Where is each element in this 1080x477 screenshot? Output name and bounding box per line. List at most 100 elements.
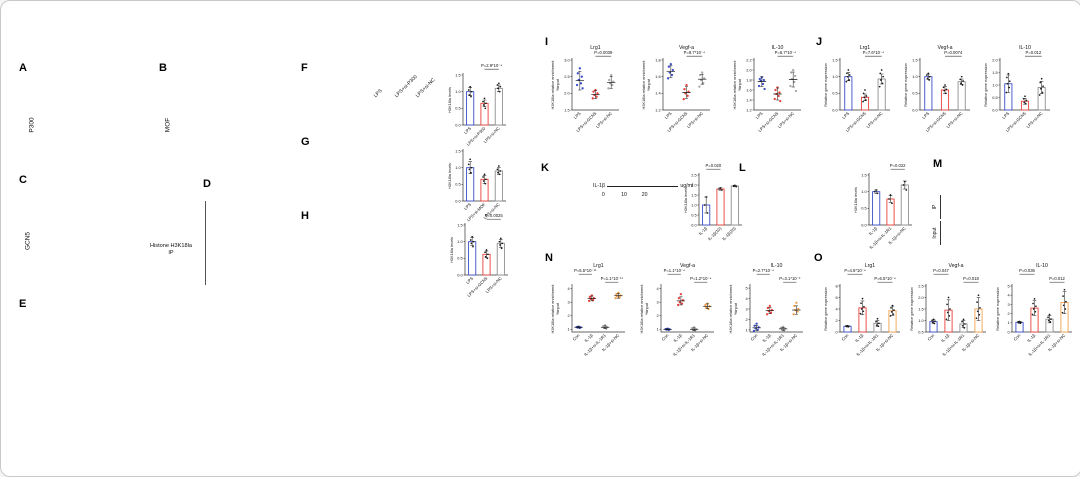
svg-text:1.5: 1.5	[861, 172, 866, 177]
svg-text:1: 1	[657, 327, 659, 332]
svg-text:1.6: 1.6	[746, 87, 751, 92]
svg-text:%input: %input	[644, 302, 649, 315]
panel-A-side-label: P300	[28, 117, 36, 133]
panel-I-chart-lrg1: 1.5 2.0 2.5 3.0 Lrg1 H3K18la relative enrichm…	[550, 41, 622, 159]
svg-text:H3K18la relative enrichment: H3K18la relative enrichment	[550, 284, 555, 334]
panel-A-label: A	[19, 62, 27, 74]
svg-text:1.0: 1.0	[691, 202, 697, 207]
svg-text:8: 8	[836, 283, 838, 288]
svg-text:0: 0	[836, 329, 839, 334]
svg-text:1: 1	[568, 327, 570, 332]
panel-K-label: K	[541, 162, 549, 174]
chart-svg-N2: 1 2 3 4 Vegf-a H3K18la relative enrichment %in…	[639, 263, 714, 357]
svg-text:P=1.1*10⁻¹¹: P=1.1*10⁻¹¹	[601, 276, 624, 281]
svg-text:2: 2	[836, 318, 838, 323]
panel-F-chart: 0.0 0.5 1.0 1.5 H3K18la levels P=2.9*10⁻⁴ LPS L…	[447, 59, 509, 171]
svg-text:0.0: 0.0	[457, 272, 463, 277]
svg-text:3: 3	[568, 300, 570, 305]
svg-text:LPS: LPS	[463, 126, 472, 135]
chart-svg-I2: 1.2 1.4 1.6 1.8 Vegf-a H3K18la relative enric…	[641, 45, 710, 133]
svg-text:1.5: 1.5	[912, 57, 917, 62]
panel-M-label: M	[933, 158, 943, 170]
svg-text:Lrg1: Lrg1	[590, 45, 600, 51]
svg-text:P=4.6*10⁻⁴: P=4.6*10⁻⁴	[844, 268, 866, 273]
svg-text:1.5: 1.5	[455, 72, 460, 77]
panel-I: I 1.5 2.0 2.5 3.0 Lrg1 H3K18la relative enric…	[541, 35, 816, 161]
svg-text:Vegf-a: Vegf-a	[680, 263, 695, 269]
svg-text:LPS: LPS	[465, 276, 474, 285]
svg-text:IL-1β: IL-1β	[854, 332, 865, 343]
svg-text:3: 3	[746, 306, 748, 311]
svg-text:Con: Con	[661, 332, 670, 341]
panel-G: G 0.0 0.5 1.0 1.5 H3K18la levels LPS LPS+si-MO…	[297, 135, 527, 225]
svg-text:5: 5	[1008, 283, 1010, 288]
panel-L: L 0.0 0.5 1.0 1.5 H3K18la levels P=0.022 IL-1β…	[737, 157, 937, 257]
svg-text:LPS: LPS	[664, 111, 673, 120]
svg-text:Relative gene expression: Relative gene expression	[909, 287, 914, 331]
panel-M-input-bracket	[940, 221, 941, 245]
panel-A: A P300	[15, 57, 155, 175]
svg-text:LPS: LPS	[755, 111, 764, 120]
chart-svg-J3: 0.0 0.5 1.0 1.5 2.0 IL-10 Relative gene expres…	[983, 45, 1050, 133]
chart-svg-I1: 1.5 2.0 2.5 3.0 Lrg1 H3K18la relative enrichm…	[550, 45, 619, 133]
svg-text:IL-10: IL-10	[1036, 263, 1048, 269]
panel-J-label: J	[816, 36, 823, 48]
svg-text:0.0: 0.0	[861, 222, 867, 227]
svg-text:%input: %input	[555, 302, 560, 315]
svg-text:2.0: 2.0	[992, 57, 998, 62]
panel-D-divider	[205, 201, 206, 285]
panel-D-ip-label-line2: IP	[168, 250, 174, 256]
svg-text:1.0: 1.0	[992, 82, 998, 87]
panel-K-treatment-label: IL-1β	[593, 183, 605, 189]
svg-text:P=0.036: P=0.036	[1019, 268, 1035, 273]
svg-text:IL-10: IL-10	[772, 45, 784, 51]
svg-text:3: 3	[657, 300, 659, 305]
panel-B-structure-image	[175, 79, 279, 171]
svg-text:Con: Con	[840, 332, 849, 341]
svg-text:%input: %input	[737, 78, 742, 91]
svg-text:1.5: 1.5	[832, 57, 837, 62]
svg-text:P=2.7*10⁻⁴: P=2.7*10⁻⁴	[753, 268, 775, 273]
svg-text:Vegf-a: Vegf-a	[949, 263, 964, 269]
svg-text:%input: %input	[555, 78, 560, 91]
chart-svg-N1: 1 2 3 4 Lrg1 H3K18la relative enrichment %inpu…	[550, 263, 625, 357]
svg-text:4: 4	[836, 306, 839, 311]
svg-text:1.6: 1.6	[655, 74, 660, 79]
svg-text:H3K18la levels: H3K18la levels	[683, 187, 688, 213]
panel-O-chart-il10: 0 1 2 3 4 5 IL-10 Relative gene expression P=0.0…	[995, 259, 1075, 391]
panel-D: D Histone H3K18la IP	[141, 171, 325, 296]
svg-text:IL-1β: IL-1β	[761, 332, 772, 343]
chart-svg-K: 0.0 0.5 1.0 1.5 2.0 2.5 H3K18la levels P=0.020 I…	[683, 163, 742, 241]
svg-text:1.5: 1.5	[918, 306, 923, 311]
svg-text:0.5: 0.5	[918, 329, 923, 334]
svg-text:2.0: 2.0	[564, 91, 570, 96]
panel-K-chart: 0.0 0.5 1.0 1.5 2.0 2.5 H3K18la levels P=0.020 I…	[683, 159, 745, 271]
panel-M-ip-bracket	[940, 195, 941, 219]
svg-text:2.2: 2.2	[746, 57, 751, 62]
svg-text:P=0.012: P=0.012	[1049, 276, 1065, 281]
svg-text:IL-1β: IL-1β	[940, 332, 951, 343]
svg-text:2.0: 2.0	[918, 295, 924, 300]
svg-text:IL-1β: IL-1β	[583, 332, 594, 343]
lane-label-F-2: LPS+si-NC	[414, 77, 437, 99]
svg-text:LPS+si-NC: LPS+si-NC	[777, 111, 795, 129]
svg-text:H3K18la levels: H3K18la levels	[449, 237, 454, 263]
panel-O-chart-vegfa: 0.5 1.0 1.5 2.0 2.5 Vegf-a Relative gene expre…	[909, 259, 989, 391]
svg-text:1.5: 1.5	[455, 148, 460, 153]
panel-D-label: D	[203, 178, 211, 190]
panel-N-chart-il10: 1 2 3 4 5 IL-10 H3K18la relative enrichment %in…	[728, 259, 806, 391]
panel-C-label: C	[19, 174, 27, 186]
svg-text:2: 2	[746, 317, 748, 322]
svg-text:Con: Con	[572, 332, 581, 341]
svg-text:1: 1	[746, 327, 748, 332]
panel-K-dose-10: 10	[621, 192, 627, 198]
panel-O-chart-lrg1: 0 2 4 6 8 Lrg1 Relative gene expression P=4.6*1…	[823, 259, 903, 391]
panel-G-chart: 0.0 0.5 1.0 1.5 H3K18la levels LPS LPS+si-MOF L…	[447, 135, 509, 247]
panel-I-label: I	[545, 36, 549, 48]
svg-text:P=7.6*10⁻⁴: P=7.6*10⁻⁴	[863, 50, 885, 55]
panel-N: N 1 2 3 4 Lrg1 H3K18la relative enrichment %in…	[541, 251, 819, 393]
chart-svg-N3: 1 2 3 4 5 IL-10 H3K18la relative enrichment %in…	[728, 263, 803, 357]
svg-text:H3K18la relative enrichment: H3K18la relative enrichment	[639, 284, 644, 334]
